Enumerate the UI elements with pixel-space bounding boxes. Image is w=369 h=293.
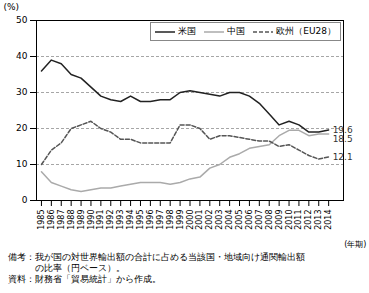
svg-text:1991: 1991	[96, 210, 105, 230]
svg-text:2003: 2003	[215, 210, 224, 230]
svg-text:1994: 1994	[126, 210, 135, 230]
svg-text:2001: 2001	[195, 210, 204, 230]
svg-text:2008: 2008	[265, 210, 274, 230]
svg-text:19.6: 19.6	[332, 124, 353, 135]
svg-text:2013: 2013	[314, 210, 323, 230]
svg-text:2012: 2012	[304, 210, 313, 230]
svg-text:2014: 2014	[324, 210, 333, 230]
svg-text:10: 10	[16, 159, 28, 169]
svg-text:2007: 2007	[255, 210, 264, 230]
svg-text:1989: 1989	[77, 210, 86, 230]
svg-text:(年期): (年期)	[344, 240, 366, 249]
svg-text:40: 40	[16, 51, 28, 61]
svg-text:1998: 1998	[166, 210, 175, 230]
svg-text:2000: 2000	[186, 210, 195, 230]
svg-text:1993: 1993	[116, 210, 125, 230]
svg-text:2004: 2004	[225, 210, 234, 230]
svg-text:2009: 2009	[275, 210, 284, 230]
svg-text:12.1: 12.1	[333, 152, 353, 162]
svg-text:1992: 1992	[106, 210, 115, 230]
html-text:米国: 米国	[178, 26, 197, 36]
svg-text:1985: 1985	[37, 210, 46, 230]
html-text:欧州（EU28）: 欧州（EU28）	[276, 26, 336, 36]
html-text:の比率（円ベース）。: の比率（円ベース）。	[8, 263, 125, 273]
svg-text:1999: 1999	[176, 210, 185, 230]
svg-text:0: 0	[22, 195, 28, 205]
svg-text:2011: 2011	[294, 210, 303, 230]
html-text:資料：財務省「貿易統計」から作成。: 資料：財務省「貿易統計」から作成。	[8, 274, 161, 284]
svg-text:1995: 1995	[136, 210, 145, 230]
html-text:中国: 中国	[227, 26, 246, 36]
svg-text:1988: 1988	[67, 210, 76, 230]
svg-text:2002: 2002	[205, 210, 214, 230]
svg-text:1987: 1987	[57, 210, 66, 230]
svg-text:1990: 1990	[87, 210, 96, 230]
svg-text:1986: 1986	[47, 210, 56, 230]
svg-text:2010: 2010	[285, 210, 294, 230]
svg-text:30: 30	[16, 87, 28, 97]
svg-text:2005: 2005	[235, 210, 244, 230]
svg-text:(%): (%)	[4, 2, 20, 12]
svg-text:20: 20	[16, 123, 28, 133]
svg-text:1996: 1996	[146, 210, 155, 230]
svg-text:1997: 1997	[156, 210, 165, 230]
svg-text:2006: 2006	[245, 210, 254, 230]
svg-text:50: 50	[16, 15, 28, 25]
html-text:備考：我が国の対世界輸出額の合計に占める当該国・地域向け通関: 備考：我が国の対世界輸出額の合計に占める当該国・地域向け通関輸出額	[8, 252, 305, 262]
svg-text:18.5: 18.5	[333, 134, 353, 144]
